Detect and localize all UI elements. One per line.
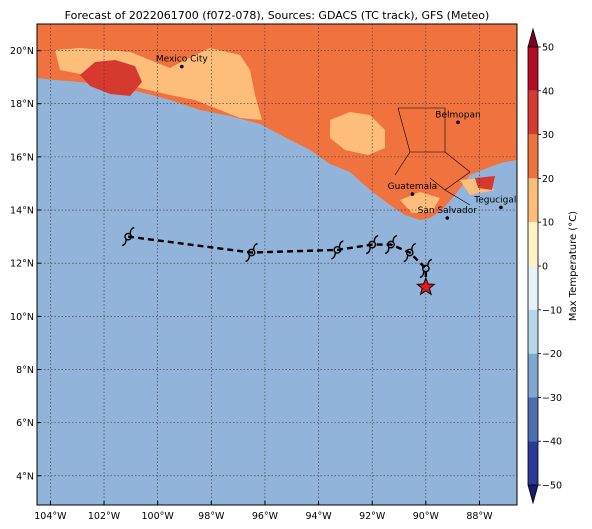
cyclone-symbol-icon (405, 248, 414, 257)
colorbar-segment (528, 47, 538, 91)
colorbar-upper-extend (527, 27, 539, 48)
cyclone-arm-icon (403, 254, 409, 263)
cyclone-arm-icon (411, 242, 416, 251)
colorbar-tick-label: −20 (542, 349, 562, 360)
cyclone-symbol-icon (333, 245, 342, 254)
lat-tick-label: 18°N (10, 99, 34, 110)
colorbar-segment (528, 178, 538, 223)
lat-tick-label: 10°N (10, 312, 34, 323)
latitude-ticks: 20°N 18°N 16°N 14°N 12°N 10°N 8°N 6°N 4°N (10, 46, 41, 482)
cyclone-arm-icon (384, 246, 390, 255)
cyclone-arm-icon (427, 258, 433, 267)
cyclone-symbol-icon (387, 240, 395, 249)
city-label: Guatemala (388, 182, 438, 192)
lat-tick-label: 6°N (16, 418, 34, 429)
cyclone-arm-icon (365, 246, 371, 255)
storm-track (121, 226, 436, 296)
country-borders (394, 107, 471, 206)
city-markers: Mexico City Belmopan Guatemala San Salvador… (156, 55, 527, 220)
current-position-star-icon (415, 276, 436, 296)
colorbar-segment (528, 353, 538, 398)
cyclone-symbol-icon (247, 248, 256, 257)
cyclone-arm-icon (245, 254, 251, 263)
cyclone-arm-icon (121, 238, 127, 247)
cyclone-arm-icon (373, 234, 379, 243)
lon-tick-label: 88°W (466, 511, 493, 522)
city-dot (410, 192, 415, 196)
colorbar: 50 40 30 20 10 0 −10 −20 −30 −40 −50 (527, 27, 562, 505)
lon-tick-label: 96°W (252, 511, 279, 522)
lon-tick-label: 98°W (198, 511, 225, 522)
colorbar-tick-label: −10 (542, 305, 562, 316)
lat-tick-label: 14°N (10, 206, 34, 217)
lon-tick-label: 90°W (413, 511, 440, 522)
cyclone-symbol-icon (368, 240, 377, 249)
colorbar-label: Max Temperature (°C) (568, 211, 579, 321)
cyclone-arm-icon (252, 242, 258, 251)
lon-tick-label: 100°W (142, 511, 175, 522)
cyclone-arm-icon (129, 226, 135, 235)
colorbar-tick-label: 10 (542, 218, 554, 229)
lon-tick-label: 94°W (305, 511, 332, 522)
longitude-ticks: 104°W 102°W 100°W 98°W 96°W 94°W 92°W 90°W 88°W (34, 501, 493, 522)
colorbar-segment (528, 441, 538, 485)
colorbar-segment (528, 222, 538, 266)
lat-tick-label: 4°N (16, 471, 34, 482)
cyclone-symbol-icon (421, 264, 430, 273)
colorbar-lower-extend (527, 484, 539, 505)
cyclone-arm-icon (392, 234, 398, 243)
lon-tick-label: 104°W (34, 511, 67, 522)
city-dot (180, 64, 184, 69)
cyclone-arm-icon (419, 270, 425, 279)
colorbar-tick-label: 50 (542, 43, 554, 54)
lat-tick-label: 8°N (16, 365, 34, 376)
colorbar-segment (528, 309, 538, 354)
cyclone-arm-icon (338, 240, 344, 248)
city-label: Belmopan (435, 110, 480, 120)
land-hot-temperature (80, 60, 495, 190)
colorbar-segment (528, 266, 538, 310)
cyclone-symbol-icon (124, 232, 133, 241)
land-low-temperature (55, 48, 495, 213)
city-label: San Salvador (418, 206, 478, 216)
city-label: Mexico City (156, 55, 209, 65)
lat-tick-label: 16°N (10, 152, 34, 163)
colorbar-tick-label: −40 (542, 437, 562, 448)
city-dot (456, 120, 460, 125)
colorbar-segment (528, 397, 538, 442)
colorbar-tick-label: −50 (542, 481, 562, 492)
lon-tick-label: 102°W (88, 511, 121, 522)
gridlines (37, 24, 517, 505)
colorbar-tick-label: 40 (542, 86, 554, 97)
lat-tick-label: 20°N (10, 46, 34, 57)
city-label: Tegucigalpa (473, 195, 527, 205)
colorbar-tick-label: 0 (542, 262, 548, 273)
colorbar-tick-label: −30 (542, 393, 562, 404)
lon-tick-label: 92°W (359, 511, 386, 522)
colorbar-segment (528, 134, 538, 179)
city-dot (499, 205, 503, 210)
map-frame (36, 23, 518, 506)
colorbar-tick-label: 30 (542, 130, 554, 141)
lat-tick-label: 12°N (10, 259, 34, 270)
map-title: Forecast of 2022061700 (f072-078), Sourc… (65, 9, 490, 22)
colorbar-segment (528, 90, 538, 135)
colorbar-tick-label: 20 (542, 174, 554, 185)
cyclone-arm-icon (331, 251, 337, 260)
city-dot (445, 216, 450, 220)
